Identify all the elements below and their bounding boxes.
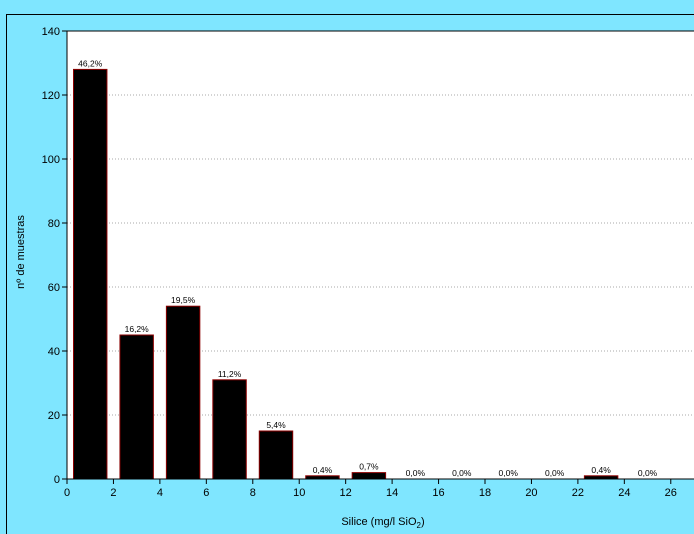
x-axis-title: Silice (mg/l SiO2) — [341, 516, 424, 530]
bar-data-label: 0,0% — [545, 468, 565, 478]
y-tick-label: 60 — [48, 282, 60, 294]
x-tick-label: 10 — [293, 487, 305, 499]
x-axis-title-subscript: 2 — [417, 521, 422, 530]
y-tick-label: 140 — [42, 26, 60, 38]
y-tick-label: 100 — [42, 154, 60, 166]
y-tick-label: 0 — [54, 474, 60, 486]
y-tick-label: 40 — [48, 346, 60, 358]
y-tick-label: 80 — [48, 218, 60, 230]
bar-data-label: 46,2% — [78, 58, 103, 68]
bar — [165, 305, 201, 480]
x-tick-label: 12 — [340, 487, 352, 499]
bar — [212, 379, 247, 480]
bar-data-label: 0,0% — [638, 468, 658, 478]
x-tick-label: 4 — [157, 487, 163, 499]
plot-area — [67, 31, 694, 479]
x-axis-title-main: Silice (mg/l SiO — [341, 516, 417, 528]
bar-data-label: 0,0% — [452, 468, 472, 478]
x-tick-label: 24 — [618, 487, 630, 499]
x-tick-label: 0 — [64, 487, 70, 499]
bar-data-label: 11,2% — [218, 369, 242, 379]
bar-data-label: 0,4% — [591, 465, 611, 475]
bars — [73, 68, 619, 480]
bar — [258, 430, 294, 480]
bar-data-label: 0,0% — [499, 468, 519, 478]
x-tick-label: 26 — [665, 487, 677, 499]
bar — [73, 68, 108, 480]
bar-data-label: 16,2% — [125, 324, 150, 334]
y-tick-label: 20 — [48, 410, 60, 422]
x-tick-label: 2 — [110, 487, 116, 499]
bar-data-label: 5,4% — [266, 420, 286, 430]
data-labels: 46,2% 16,2% 19,5% 11,2% 5,4% 0,4% 0,7% 0,0% 0,0%… — [78, 58, 658, 478]
bar-data-label: 0,0% — [406, 468, 426, 478]
bar-data-label: 0,4% — [313, 465, 333, 475]
x-tick-label: 16 — [432, 487, 444, 499]
bar — [351, 472, 387, 480]
bar-data-label: 19,5% — [171, 295, 196, 305]
x-tick-label: 8 — [250, 487, 256, 499]
x-tick-label: 14 — [386, 487, 398, 499]
bar-data-label: 0,7% — [359, 462, 379, 472]
x-tick-label: 22 — [572, 487, 584, 499]
x-tick-label: 6 — [203, 487, 209, 499]
bar — [119, 334, 154, 480]
x-tick-label: 20 — [525, 487, 537, 499]
y-axis-title: nº de muestras — [15, 215, 27, 289]
y-tick-label: 120 — [42, 90, 60, 102]
x-tick-label: 18 — [479, 487, 491, 499]
figure-border — [6, 14, 694, 534]
x-axis-title-close: ) — [421, 516, 425, 528]
